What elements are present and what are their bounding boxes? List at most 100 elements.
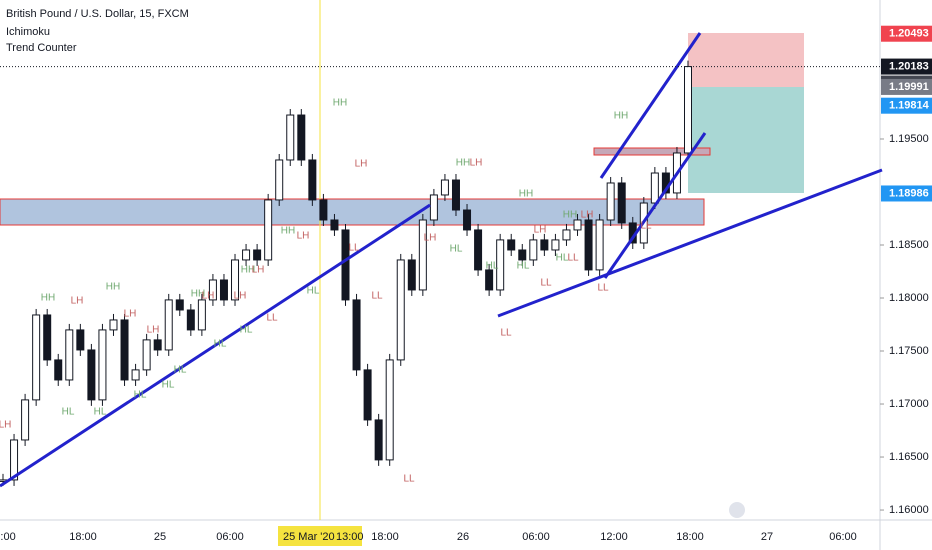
- candle: [286, 114, 295, 161]
- stop-zone: [688, 33, 804, 87]
- price-badge-label: 1.20183: [889, 60, 929, 72]
- channel-line: [603, 132, 707, 279]
- swing-label: LH: [147, 325, 160, 336]
- indicator-name: Trend Counter: [6, 42, 77, 54]
- time-label: 18:00: [371, 531, 399, 543]
- candle: [562, 229, 571, 241]
- candle: [518, 249, 527, 261]
- time-label: 06:00: [522, 531, 550, 543]
- candle: [186, 309, 195, 331]
- swing-label: LH: [534, 225, 547, 236]
- swing-label: HL: [307, 286, 320, 297]
- candle: [551, 239, 560, 251]
- price-badge-label: 1.20493: [889, 28, 929, 40]
- candle: [297, 114, 306, 161]
- candle: [330, 219, 339, 231]
- candle: [463, 209, 472, 231]
- candle: [396, 259, 405, 361]
- swing-label: LH: [124, 309, 137, 320]
- time-label: 12:00: [600, 531, 628, 543]
- candle: [584, 219, 593, 271]
- trend-line: [497, 168, 883, 318]
- event-flag[interactable]: [729, 502, 745, 518]
- swing-label: HL: [62, 407, 75, 418]
- swing-label: HH: [614, 111, 628, 122]
- swing-label: HL: [94, 407, 107, 418]
- candle: [242, 249, 251, 261]
- swing-label: LH: [202, 291, 215, 302]
- swing-label: LH: [297, 231, 310, 242]
- swing-label: LH: [71, 296, 84, 307]
- trend-lines: [0, 32, 883, 488]
- crosshair-date: 25 Mar '20: [283, 531, 335, 543]
- candle: [418, 219, 427, 291]
- candle: [231, 259, 240, 301]
- symbol-title: British Pound / U.S. Dollar, 15, FXCM: [6, 8, 189, 20]
- trend-line: [0, 203, 431, 488]
- candle: [407, 259, 416, 291]
- candle: [650, 172, 659, 204]
- swing-label: HH: [456, 158, 470, 169]
- candle: [175, 299, 184, 311]
- candle: [197, 299, 206, 331]
- candle: [131, 369, 140, 381]
- candle: [109, 319, 118, 331]
- candle: [65, 329, 74, 381]
- swing-label: HL: [162, 380, 175, 391]
- swing-label: HL: [450, 244, 463, 255]
- price-label: 1.18000: [889, 292, 929, 304]
- candle: [10, 439, 19, 481]
- swing-label: LH: [355, 159, 368, 170]
- swing-label: HH: [241, 265, 255, 276]
- swing-label: LH: [0, 420, 11, 431]
- candle: [485, 269, 494, 291]
- swing-label: LL: [597, 283, 609, 294]
- time-label: 18:00: [676, 531, 704, 543]
- candle: [164, 299, 173, 351]
- swing-label: LL: [540, 278, 552, 289]
- candle: [87, 349, 96, 401]
- candle: [43, 314, 52, 361]
- candle: [208, 279, 217, 301]
- price-badge-label: 1.19814: [889, 100, 930, 112]
- time-label: 26: [457, 531, 469, 543]
- candle: [142, 339, 151, 371]
- target-zone: [688, 87, 804, 193]
- candle: [120, 319, 129, 381]
- candle: [275, 159, 284, 201]
- swing-label: HH: [106, 282, 120, 293]
- candle: [684, 66, 692, 154]
- swing-label: HL: [214, 339, 227, 350]
- price-badge: [881, 97, 932, 114]
- candle: [98, 329, 107, 401]
- swing-label: LL: [640, 221, 652, 232]
- price-label: 1.16000: [889, 504, 929, 516]
- swing-label: LL: [403, 474, 415, 485]
- price-badge-label: 1.18986: [889, 187, 929, 199]
- candle: [363, 369, 372, 421]
- price-label: 1.17500: [889, 345, 929, 357]
- price-label: 1.19500: [889, 133, 929, 145]
- small-zone: [593, 147, 711, 156]
- swing-label: HL: [486, 261, 499, 272]
- swing-label: LH: [252, 265, 265, 276]
- candle: [319, 199, 328, 221]
- candle: [451, 179, 460, 211]
- candle: [21, 399, 30, 441]
- candle: [440, 179, 449, 196]
- candle: [429, 194, 438, 221]
- time-label: 06:00: [216, 531, 244, 543]
- candle: [595, 219, 604, 271]
- indicator-name: Ichimoku: [6, 26, 50, 38]
- time-label: 27: [761, 531, 773, 543]
- price-badge: [881, 78, 932, 95]
- candle: [507, 239, 516, 251]
- time-label: 18:00: [69, 531, 97, 543]
- crosshair-badge: [278, 526, 362, 546]
- candle: [573, 219, 582, 231]
- candle: [352, 299, 361, 371]
- candle: [617, 182, 626, 224]
- time-label: 25: [154, 531, 166, 543]
- swing-label: HH: [191, 289, 205, 300]
- swing-label: HH: [519, 189, 533, 200]
